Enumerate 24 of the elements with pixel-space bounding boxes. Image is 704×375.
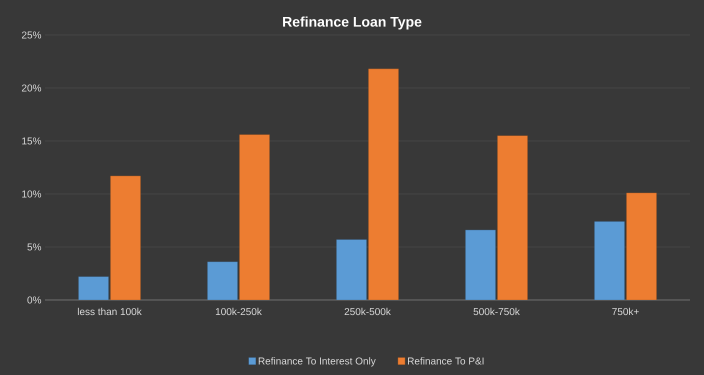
y-tick-label: 25% [22, 31, 42, 39]
chart-title: Refinance Loan Type [283, 16, 422, 30]
bar [78, 276, 109, 300]
bar [239, 134, 270, 300]
bar [497, 136, 528, 300]
x-tick-label: 750k+ [612, 308, 639, 316]
y-tick-label: 15% [22, 137, 42, 145]
bar [594, 221, 625, 300]
y-tick-label: 5% [27, 243, 42, 251]
x-tick-label: 250k-500k [344, 308, 391, 316]
x-tick-label: 100k-250k [216, 308, 262, 316]
bar [626, 192, 657, 300]
y-tick-label: 10% [22, 190, 42, 198]
legend-label: Refinance To P&I [408, 357, 484, 365]
y-tick-label: 0% [27, 296, 42, 304]
bar [336, 239, 367, 300]
bar [207, 262, 238, 300]
legend-label: Refinance To Interest Only [258, 357, 376, 367]
x-tick-label: 500k-750k [474, 308, 520, 316]
y-tick-label: 20% [22, 84, 42, 92]
bar [110, 176, 141, 300]
bar [465, 230, 496, 300]
bar [368, 68, 399, 300]
x-tick-label: less than 100k [78, 308, 142, 316]
